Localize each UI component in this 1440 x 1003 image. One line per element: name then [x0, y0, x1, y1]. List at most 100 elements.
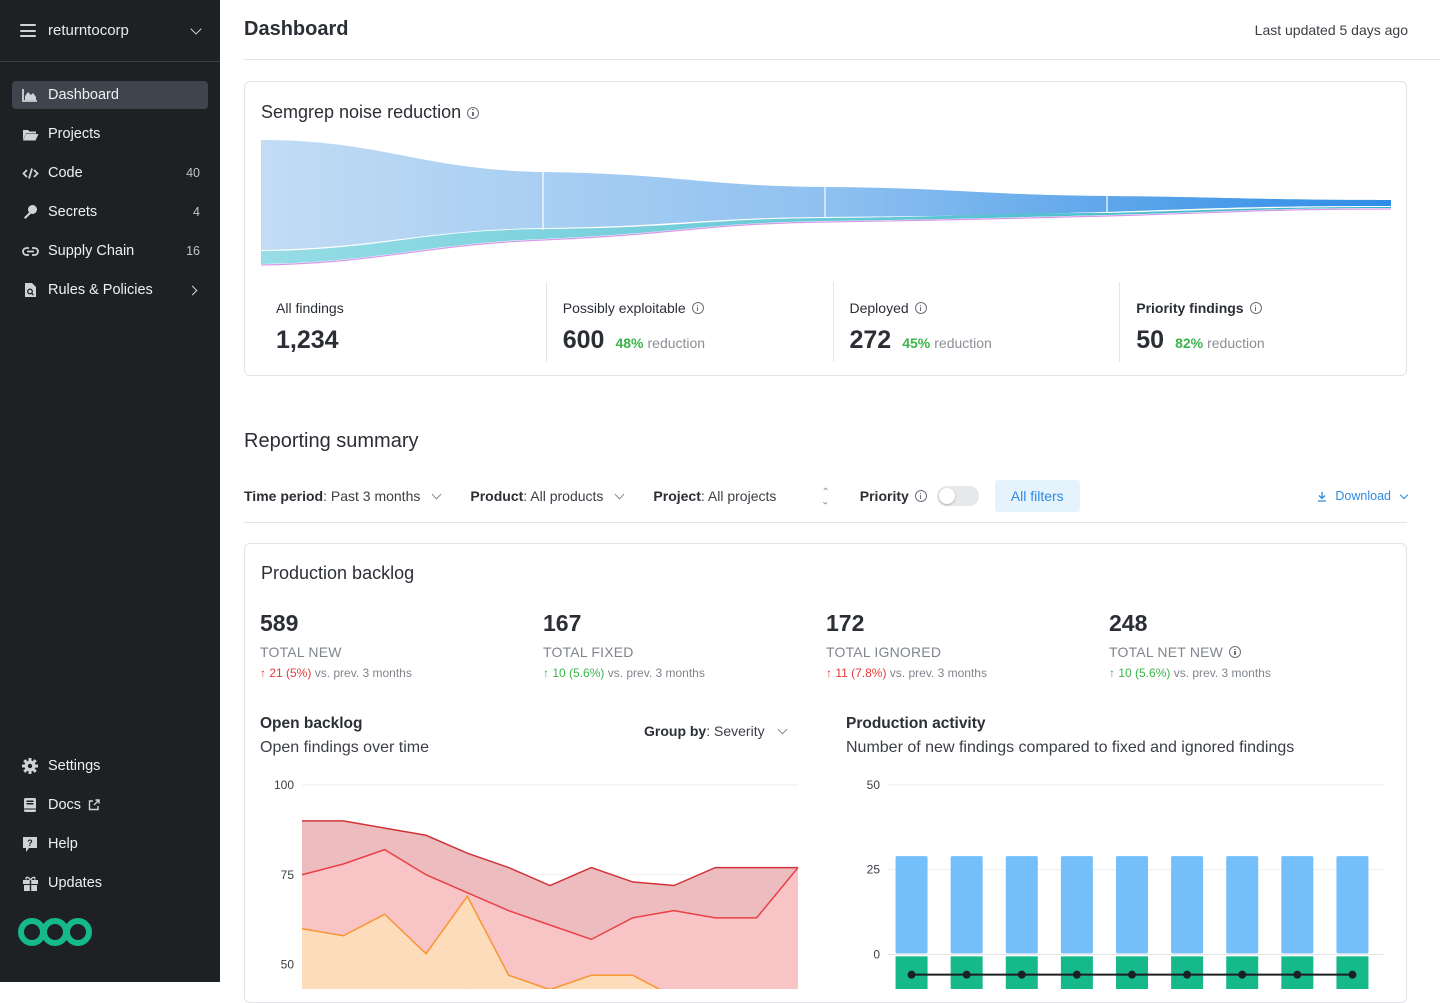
stat-value: 50 — [1136, 326, 1165, 354]
stat-pct: 48% — [615, 335, 644, 351]
bar-new — [1005, 856, 1038, 954]
filter-bar: Time period: Past 3 months Product: All … — [244, 478, 1409, 523]
kpi-label-text: TOTAL NET NEW — [1109, 644, 1224, 660]
sidebar-item-help[interactable]: ? Help — [12, 830, 208, 858]
chevron-down-icon — [614, 489, 625, 499]
stat-suffix: reduction — [647, 335, 706, 351]
kpi-total-ignored: 172 TOTAL IGNORED ↑ 11 (7.8%) vs. prev. … — [826, 610, 1109, 680]
link-icon — [20, 243, 40, 259]
y-tick-label: 100 — [274, 778, 294, 792]
net-point — [1128, 970, 1136, 979]
sidebar-item-rules-policies[interactable]: Rules & Policies — [12, 276, 208, 304]
sidebar-item-label: Secrets — [48, 204, 98, 220]
stat-value: 272 — [849, 326, 892, 354]
info-icon[interactable] — [914, 490, 927, 502]
sankey-flow-tertiary — [261, 208, 1391, 266]
stat-label: Priority findings — [1136, 300, 1244, 316]
priority-toggle[interactable] — [936, 486, 979, 506]
bar-new — [895, 856, 928, 954]
filter-label: Time period — [244, 488, 324, 504]
sidebar-item-secrets[interactable]: Secrets 4 — [12, 198, 208, 226]
kpi-value: 167 — [543, 610, 582, 636]
info-icon[interactable] — [467, 106, 480, 119]
page-title: Dashboard — [244, 18, 349, 40]
kpi-label: TOTAL NEW — [260, 644, 342, 660]
y-tick-label: 75 — [281, 868, 295, 882]
info-icon[interactable] — [691, 302, 704, 314]
kpi-total-new: 589 TOTAL NEW ↑ 21 (5%) vs. prev. 3 mont… — [260, 610, 543, 680]
bar-new — [1171, 856, 1204, 954]
production-activity-header: Production activity Number of new findin… — [846, 715, 1294, 757]
sidebar-item-label: Code — [48, 165, 83, 181]
net-point — [1293, 970, 1302, 979]
kpi-label: TOTAL FIXED — [543, 644, 634, 660]
sidebar-item-label: Projects — [48, 126, 101, 142]
bar-new — [1336, 856, 1369, 954]
group-by-value: : Severity — [706, 723, 765, 739]
info-icon[interactable] — [914, 302, 927, 314]
sidebar-item-dashboard[interactable]: Dashboard — [12, 81, 208, 109]
sidebar-item-label: Rules & Policies — [48, 282, 153, 298]
net-point — [1017, 970, 1026, 979]
download-button[interactable]: Download — [1317, 489, 1409, 503]
y-tick-label: 50 — [281, 958, 295, 972]
org-switcher[interactable]: returntocorp — [0, 0, 220, 62]
product-filter[interactable]: Product: All products — [470, 478, 625, 514]
sidebar-item-label: Help — [48, 836, 78, 852]
kpi-delta-value: ↑ 10 (5.6%) — [543, 666, 605, 680]
select-arrows-icon: ⌃ ⌃ — [821, 487, 830, 506]
chevron-down-icon[interactable] — [190, 22, 202, 35]
area-medium — [302, 896, 660, 989]
stat-priority-findings: Priority findings 50 82% reduction — [1119, 282, 1406, 362]
sidebar-item-updates[interactable]: Updates — [12, 869, 208, 897]
question-bubble-icon: ? — [20, 836, 40, 852]
sidebar-item-code[interactable]: Code 40 — [12, 159, 208, 187]
sidebar-item-settings[interactable]: Settings — [12, 752, 208, 780]
production-backlog-card: Production backlog 589 TOTAL NEW ↑ 21 (5… — [244, 543, 1407, 1003]
menu-icon[interactable] — [20, 24, 36, 37]
folder-open-icon — [20, 126, 40, 142]
chevron-down-icon — [777, 724, 788, 734]
stat-pct: 45% — [902, 335, 931, 351]
download-icon — [1317, 491, 1327, 502]
sankey-divider — [542, 170, 544, 230]
gear-icon — [20, 758, 40, 774]
stat-value: 1,234 — [276, 326, 339, 354]
sidebar-item-count: 4 — [193, 205, 200, 219]
filter-value: : All products — [523, 488, 604, 504]
kpi-delta-suffix: vs. prev. 3 months — [311, 666, 412, 680]
open-backlog-subtitle: Open findings over time — [260, 739, 429, 756]
card-title: Production backlog — [261, 563, 415, 583]
info-icon[interactable] — [1229, 646, 1242, 658]
production-activity-subtitle: Number of new findings compared to fixed… — [846, 739, 1295, 756]
y-tick-label: 50 — [867, 778, 881, 792]
semgrep-logo[interactable] — [18, 918, 92, 951]
external-link-icon — [88, 799, 100, 811]
sidebar-item-supply-chain[interactable]: Supply Chain 16 — [12, 237, 208, 265]
y-tick-label: 25 — [867, 863, 881, 877]
noise-reduction-card: Semgrep noise reduction — [244, 81, 1407, 376]
kpi-delta-suffix: vs. prev. 3 months — [1170, 666, 1271, 680]
time-period-filter[interactable]: Time period: Past 3 months — [244, 478, 442, 514]
reporting-summary-title: Reporting summary — [244, 430, 419, 452]
group-by-select[interactable]: Group by: Severity — [644, 723, 788, 739]
sidebar-item-label: Supply Chain — [48, 243, 135, 259]
stat-pct: 82% — [1175, 335, 1204, 351]
info-icon[interactable] — [1249, 302, 1262, 314]
svg-text:?: ? — [27, 838, 33, 848]
line-critical — [302, 820, 798, 887]
bar-new — [1116, 856, 1148, 954]
all-filters-button[interactable]: All filters — [994, 480, 1080, 512]
bar-new — [1281, 856, 1314, 954]
sidebar-item-projects[interactable]: Projects — [12, 120, 208, 148]
sidebar-item-docs[interactable]: Docs — [12, 791, 208, 819]
kpi-delta-value: ↑ 11 (7.8%) — [826, 666, 887, 680]
chart-area-icon — [20, 87, 40, 103]
project-filter[interactable]: Project: All projects ⌃ ⌃ — [653, 478, 829, 514]
bar-new — [1060, 856, 1093, 954]
kpi-label: TOTAL NET NEW — [1109, 644, 1392, 660]
kpi-delta: ↑ 10 (5.6%) vs. prev. 3 months — [1109, 666, 1392, 680]
sidebar-item-label: Updates — [48, 875, 103, 891]
backlog-kpis: 589 TOTAL NEW ↑ 21 (5%) vs. prev. 3 mont… — [260, 610, 1400, 680]
net-point — [1348, 970, 1357, 979]
